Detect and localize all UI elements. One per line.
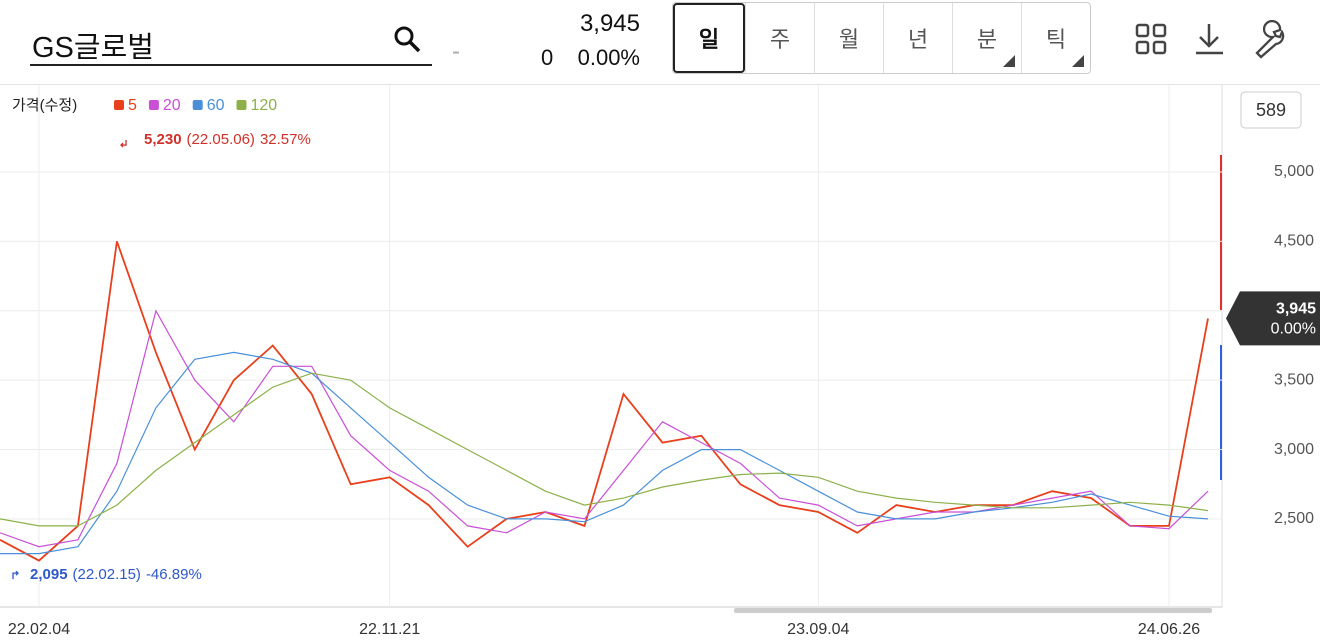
- min-change: -46.89%: [146, 566, 202, 583]
- y-tick-label: 3,500: [1274, 371, 1314, 388]
- y-tick-label: 3,000: [1274, 441, 1314, 458]
- current-price: 3,945: [1276, 301, 1316, 318]
- period-tab[interactable]: 년: [883, 3, 952, 73]
- chart: 589 가격(수정) 2,5003,0003,5004,0004,5005,00…: [0, 85, 1320, 638]
- series-line: [0, 351, 1209, 555]
- max-marker: [120, 140, 127, 148]
- legend-title: 가격(수정): [12, 97, 77, 114]
- price: 3,945: [579, 10, 640, 37]
- dropdown-marker: [1003, 55, 1015, 67]
- y-tick-label: 4,500: [1274, 233, 1314, 250]
- y-tick-label: 5,000: [1274, 163, 1314, 180]
- settings-icon[interactable]: [1255, 20, 1285, 59]
- y-tick-label: 2,500: [1274, 510, 1314, 527]
- x-tick-label: 23.09.04: [787, 621, 849, 638]
- x-tick-label: 22.11.21: [359, 621, 420, 638]
- x-tick-label: 22.02.04: [8, 621, 70, 638]
- period-tab[interactable]: 주: [745, 3, 814, 73]
- volume-box: [1240, 91, 1302, 129]
- legend-label: 5: [128, 97, 137, 114]
- period-tab[interactable]: 분: [952, 3, 1021, 73]
- legend-swatch: [236, 100, 247, 110]
- max-date: (22.05.06): [187, 131, 255, 148]
- dash: -: [452, 38, 460, 65]
- volume: 589: [1256, 100, 1286, 120]
- period-tab[interactable]: 월: [814, 3, 883, 73]
- toolbar-icons: [1135, 20, 1285, 59]
- download-icon[interactable]: [1196, 24, 1223, 55]
- dropdown-marker: [1072, 55, 1084, 67]
- legend-swatch: [192, 100, 203, 110]
- max-label: 5,230: [144, 131, 182, 148]
- layout-icon[interactable]: [1135, 23, 1167, 55]
- min-date: (22.02.15): [73, 566, 141, 583]
- search-box[interactable]: GS글로벌: [30, 14, 432, 66]
- legend-swatch: [148, 100, 159, 110]
- legend-label: 120: [251, 97, 278, 114]
- series-line: [0, 309, 1209, 548]
- series-line: [0, 372, 1209, 527]
- min-label: 2,095: [30, 566, 68, 583]
- scrollbar[interactable]: [734, 608, 1212, 613]
- search-icon[interactable]: [392, 24, 422, 54]
- series-line: [0, 241, 1209, 562]
- period-tab[interactable]: 일: [673, 3, 745, 73]
- current-price-tag: [1226, 291, 1320, 346]
- max-annotation: 5,230 (22.05.06) 32.57%: [144, 131, 311, 148]
- legend-swatch: [114, 100, 124, 110]
- max-change: 32.57%: [260, 131, 311, 148]
- period-tab[interactable]: 틱: [1021, 3, 1090, 73]
- current-change: 0.00%: [1271, 321, 1316, 338]
- min-annotation: 2,095 (22.02.15) -46.89%: [30, 566, 202, 583]
- search-text: GS글로벌: [32, 32, 154, 64]
- x-tick-label: 24.06.26: [1138, 621, 1200, 638]
- change-pct: 0.00%: [577, 45, 640, 70]
- min-marker: [12, 570, 19, 580]
- legend-label: 20: [163, 97, 181, 114]
- change: 0: [541, 45, 554, 70]
- legend-label: 60: [207, 97, 225, 114]
